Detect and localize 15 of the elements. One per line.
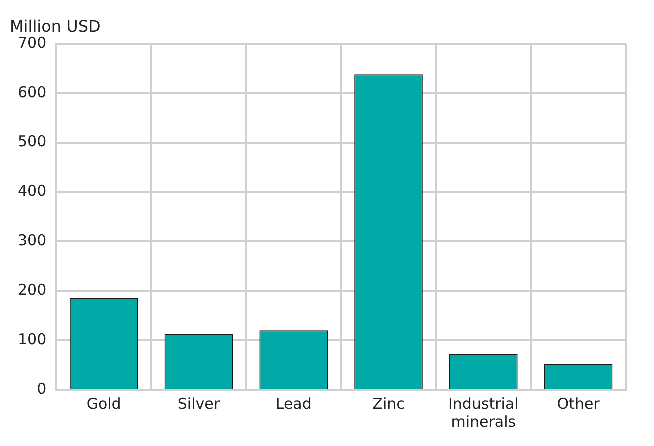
x-tick-label: Silver — [178, 394, 221, 413]
y-tick-label: 100 — [18, 330, 47, 348]
y-tick-label: 700 — [18, 34, 47, 52]
y-tick-label: 0 — [37, 380, 47, 398]
x-tick-label: Industrial minerals — [448, 394, 519, 431]
y-tick-label: 500 — [18, 132, 47, 151]
x-tick-label: Lead — [276, 394, 312, 413]
x-tick-label: Gold — [86, 394, 122, 413]
y-tick-label: 200 — [18, 281, 47, 300]
x-tick-label: Zinc — [372, 394, 405, 413]
y-tick-label: 600 — [18, 83, 47, 102]
y-axis-title: Million USD — [10, 17, 101, 36]
y-tick-label: 300 — [18, 232, 47, 250]
x-tick-label: Other — [557, 394, 601, 413]
y-tick-label: 400 — [18, 182, 47, 200]
